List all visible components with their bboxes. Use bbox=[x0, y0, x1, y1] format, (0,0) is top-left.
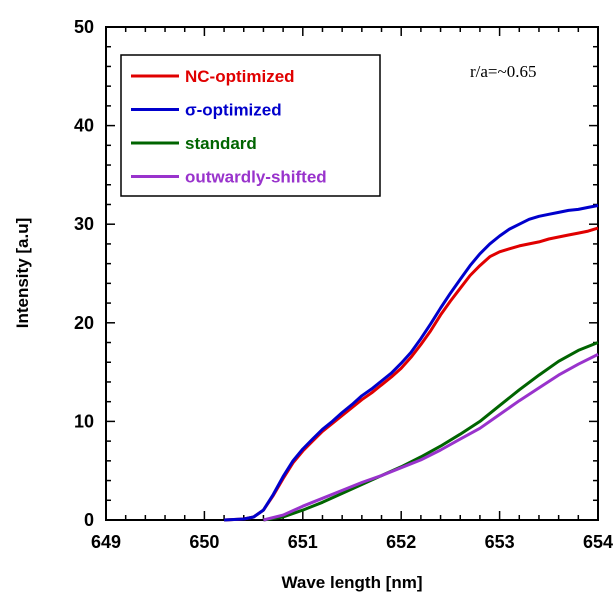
annotation-ratio: r/a=~0.65 bbox=[470, 62, 536, 81]
series-line-1 bbox=[224, 204, 599, 522]
x-axis-label: Wave length [nm] bbox=[281, 573, 422, 592]
series-line-2 bbox=[263, 341, 599, 522]
y-tick-label: 0 bbox=[84, 510, 94, 530]
legend-label: standard bbox=[185, 134, 257, 153]
x-tick-label: 653 bbox=[485, 532, 515, 552]
y-tick-label: 50 bbox=[74, 17, 94, 37]
series-line-3 bbox=[263, 353, 599, 522]
y-axis-label: Intensity [a.u] bbox=[13, 218, 32, 329]
axis-ticks bbox=[105, 26, 599, 521]
y-tick-label: 20 bbox=[74, 313, 94, 333]
x-tick-label: 652 bbox=[386, 532, 416, 552]
x-tick-label: 651 bbox=[288, 532, 318, 552]
legend-box bbox=[120, 54, 381, 197]
legend-items: NC-optimized σ-optimized standard outwardly… bbox=[131, 67, 327, 187]
y-tick-label: 40 bbox=[74, 116, 94, 136]
plot-area-frame bbox=[105, 26, 599, 521]
x-tick-label: 650 bbox=[189, 532, 219, 552]
x-tick-label: 649 bbox=[91, 532, 121, 552]
legend: NC-optimized σ-optimized standard outwardly… bbox=[120, 54, 381, 197]
y-tick-label: 30 bbox=[74, 214, 94, 234]
axis-tick-labels: 649 650 651 652 653 654 0 10 20 30 40 50 bbox=[74, 17, 613, 552]
legend-label: outwardly-shifted bbox=[185, 168, 327, 187]
legend-label: σ-optimized bbox=[185, 101, 282, 120]
legend-label: NC-optimized bbox=[185, 67, 295, 86]
series-lines bbox=[224, 204, 599, 522]
y-tick-label: 10 bbox=[74, 411, 94, 431]
x-tick-label: 654 bbox=[583, 532, 613, 552]
